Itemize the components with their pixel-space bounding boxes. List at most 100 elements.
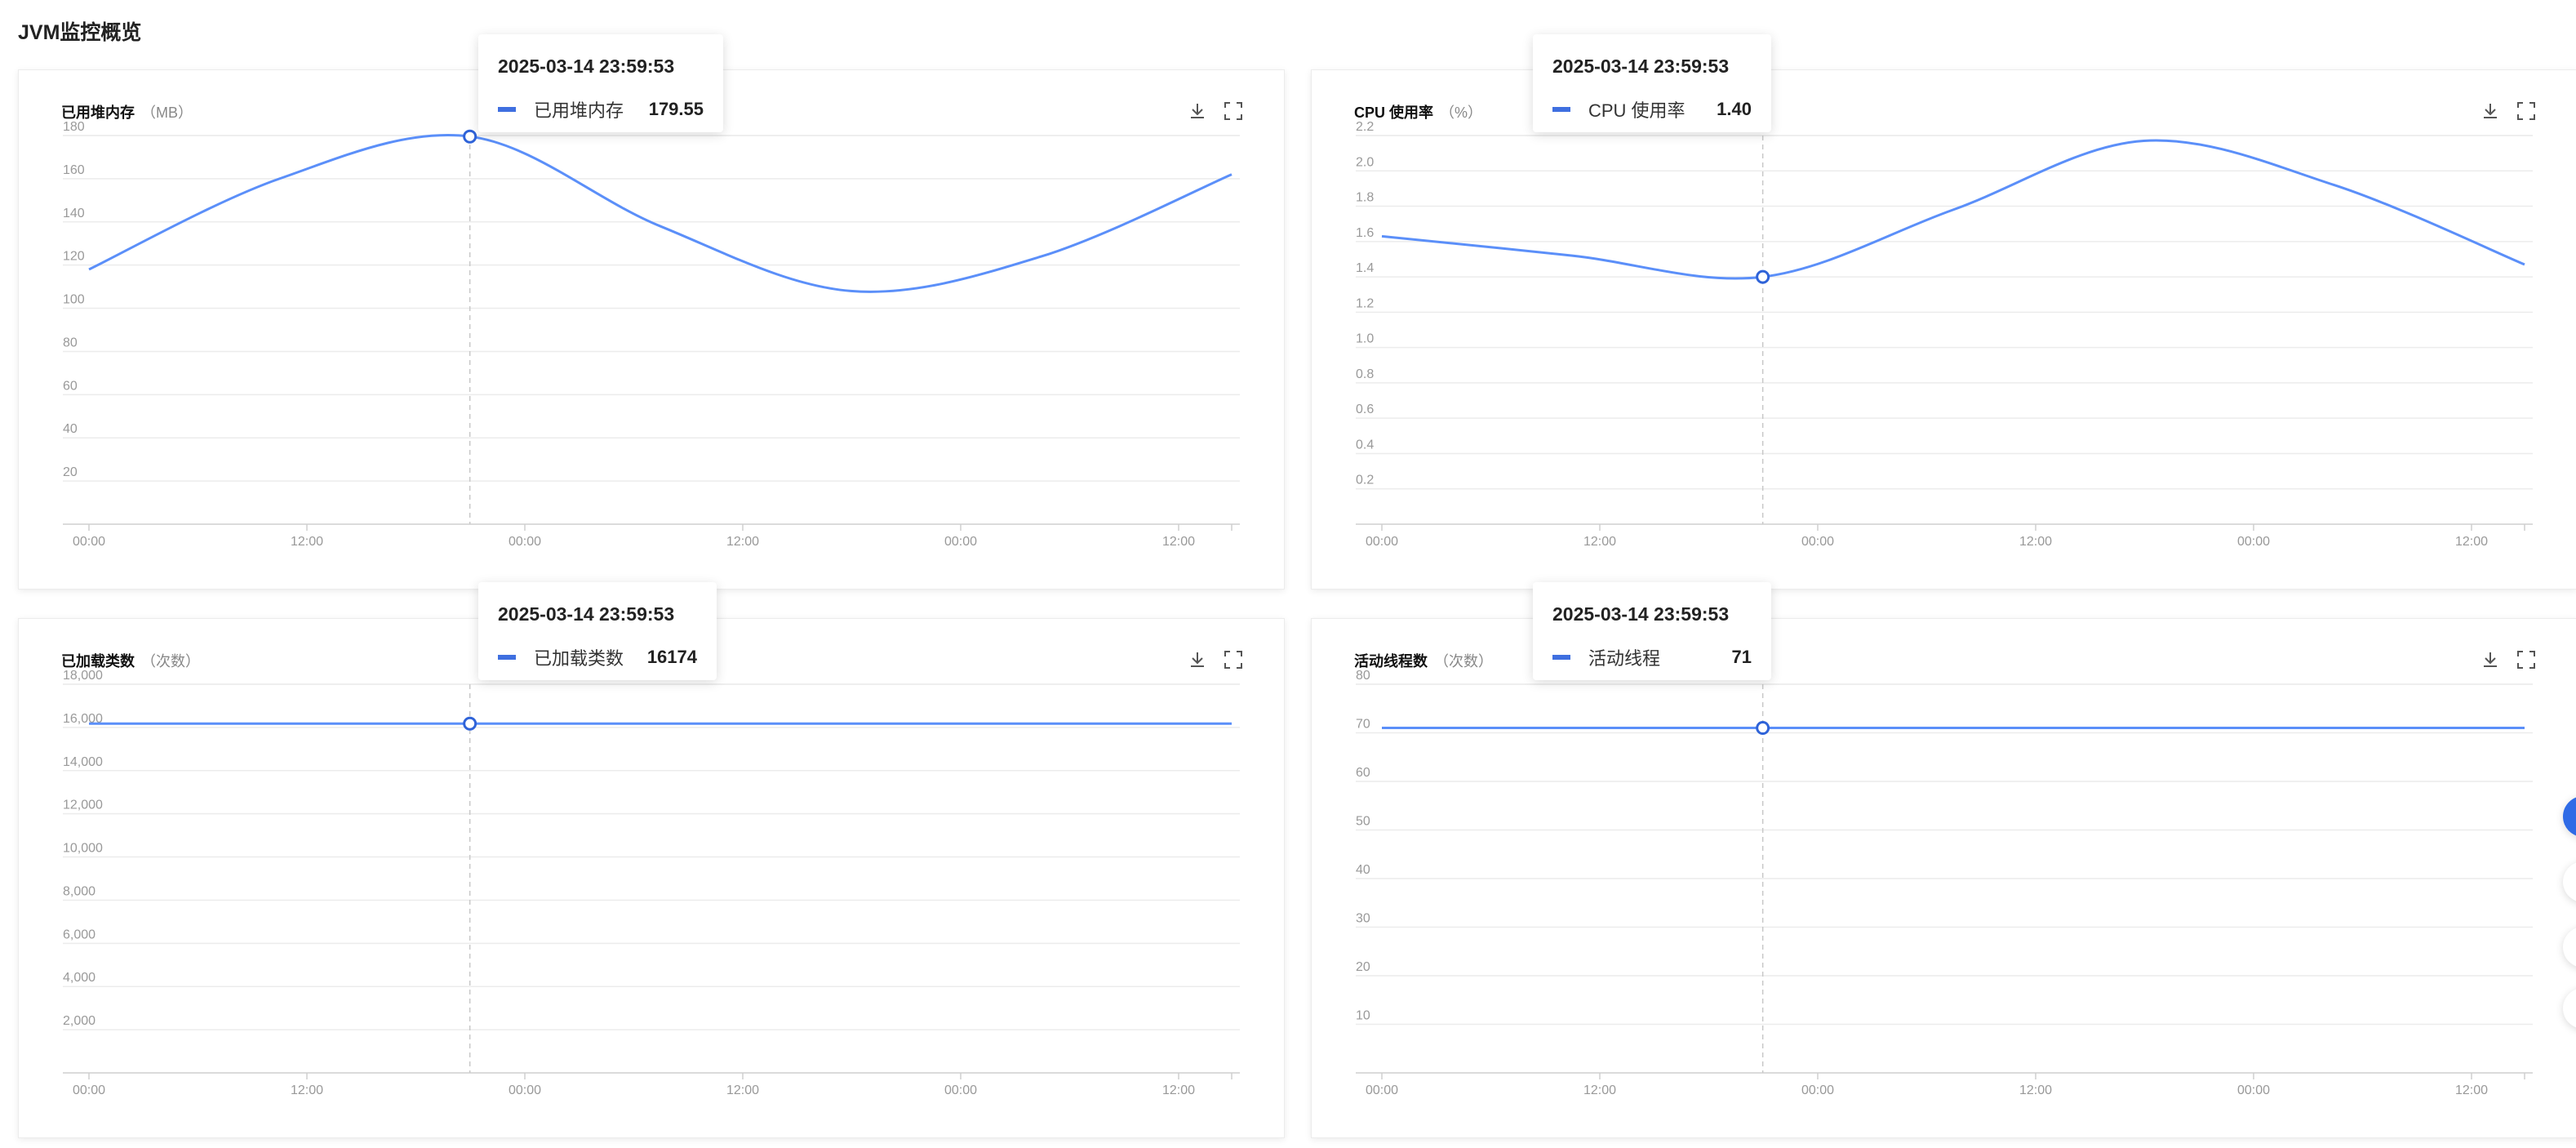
fullscreen-icon[interactable] xyxy=(2515,100,2538,122)
tooltip-row: CPU 使用率 1.40 xyxy=(1552,96,1752,122)
highlight-point xyxy=(463,716,477,731)
x-tick-label: 00:00 xyxy=(1801,535,1834,549)
chart-tooltip: 2025-03-14 23:59:53 已用堆内存 179.55 xyxy=(478,34,723,132)
y-tick-label: 10,000 xyxy=(63,842,103,856)
card-title-text: 活动线程数 xyxy=(1354,653,1428,670)
x-tick-label: 00:00 xyxy=(1366,1083,1398,1097)
y-tick-label: 2,000 xyxy=(63,1014,95,1028)
y-tick-label: 80 xyxy=(63,336,78,349)
tooltip-time: 2025-03-14 23:59:53 xyxy=(498,603,675,625)
heap-memory-chart: 20 40 60 80 100 120 140 160 180 00:00 12:00 00:00 12… xyxy=(63,120,1240,549)
y-tick-label: 50 xyxy=(1356,815,1370,829)
tooltip-time: 2025-03-14 23:59:53 xyxy=(1552,603,1730,625)
tooltip-value: 1.40 xyxy=(1717,99,1752,119)
cpu-usage-chart: 0.2 0.4 0.6 0.8 1.0 1.2 1.4 1.6 1.8 2.0 2.2 00:00 12… xyxy=(1356,120,2533,549)
y-tick-label: 1.0 xyxy=(1356,332,1374,346)
cpu-usage-title: CPU 使用率 （%） xyxy=(1354,101,1482,122)
download-icon[interactable] xyxy=(1186,648,1209,671)
loaded-classes-card: 已加载类数 （次数） 2,000 4,000 6,000 8,000 10,000 12,0… xyxy=(18,618,1285,1138)
y-tick-label: 6,000 xyxy=(63,928,95,941)
card-title-text: 已加载类数 xyxy=(61,653,135,670)
y-tick-label: 180 xyxy=(63,120,85,134)
active-threads-title: 活动线程数 （次数） xyxy=(1354,650,1493,671)
y-tick-label: 100 xyxy=(63,293,85,307)
y-tick-label: 160 xyxy=(63,163,85,177)
float-side-button[interactable] xyxy=(2563,927,2576,968)
y-tick-label: 16,000 xyxy=(63,712,103,726)
page-title: JVM监控概览 xyxy=(18,21,142,44)
tooltip-value: 71 xyxy=(1731,647,1752,667)
x-tick-label: 00:00 xyxy=(2237,1083,2270,1097)
highlight-point xyxy=(463,129,477,144)
card-title-text: CPU 使用率 xyxy=(1354,105,1434,121)
x-tick-label: 00:00 xyxy=(73,1083,105,1097)
y-tick-label: 2.0 xyxy=(1356,155,1374,169)
float-side-button[interactable] xyxy=(2563,988,2576,1029)
highlight-point xyxy=(1756,721,1770,736)
y-tick-label: 0.6 xyxy=(1356,403,1374,416)
y-tick-label: 10 xyxy=(1356,1009,1370,1023)
y-tick-label: 1.4 xyxy=(1356,261,1374,275)
x-tick-label: 12:00 xyxy=(1162,535,1195,549)
fullscreen-icon[interactable] xyxy=(2515,648,2538,671)
series-swatch xyxy=(1552,655,1570,660)
active-threads-card: 活动线程数 （次数） 10 20 30 40 50 60 70 80 00:00 12:00 00:0… xyxy=(1311,618,2576,1138)
y-tick-label: 1.2 xyxy=(1356,296,1374,310)
x-tick-label: 12:00 xyxy=(2019,1083,2052,1097)
y-tick-label: 8,000 xyxy=(63,884,95,898)
series-line xyxy=(88,134,1232,293)
fullscreen-icon[interactable] xyxy=(1222,648,1245,671)
active-threads-chart: 10 20 30 40 50 60 70 80 00:00 12:00 00:00 12:00 00:0… xyxy=(1356,669,2533,1097)
series-swatch xyxy=(498,107,516,112)
y-tick-label: 60 xyxy=(63,379,78,393)
y-tick-label: 70 xyxy=(1356,718,1370,732)
tooltip-row: 已用堆内存 179.55 xyxy=(498,96,704,122)
tooltip-label: 已加载类数 xyxy=(534,648,624,669)
x-tick-label: 12:00 xyxy=(1583,535,1616,549)
x-tick-label: 12:00 xyxy=(2019,535,2052,549)
y-tick-label: 0.2 xyxy=(1356,474,1374,487)
loaded-classes-chart: 2,000 4,000 6,000 8,000 10,000 12,000 14,000 16… xyxy=(63,669,1240,1097)
card-unit: （MB） xyxy=(141,105,193,121)
download-icon[interactable] xyxy=(2479,100,2502,122)
x-tick-label: 00:00 xyxy=(509,1083,541,1097)
y-tick-label: 60 xyxy=(1356,766,1370,780)
card-title-text: 已用堆内存 xyxy=(61,105,135,121)
y-tick-label: 80 xyxy=(1356,669,1370,683)
y-tick-label: 12,000 xyxy=(63,799,103,812)
card-unit: （次数） xyxy=(141,653,200,670)
download-icon[interactable] xyxy=(2479,648,2502,671)
tooltip-value: 179.55 xyxy=(648,99,704,119)
fullscreen-icon[interactable] xyxy=(1222,100,1245,122)
y-tick-label: 14,000 xyxy=(63,755,103,769)
y-tick-label: 40 xyxy=(1356,863,1370,877)
x-tick-label: 00:00 xyxy=(944,1083,977,1097)
float-action-button[interactable] xyxy=(2563,796,2576,837)
y-tick-label: 1.6 xyxy=(1356,226,1374,240)
x-tick-label: 12:00 xyxy=(726,1083,759,1097)
series-swatch xyxy=(1552,107,1570,112)
tooltip-row: 活动线程 71 xyxy=(1552,644,1752,670)
tooltip-value: 16174 xyxy=(646,647,697,667)
cpu-usage-card: CPU 使用率 （%） 0.2 0.4 0.6 0.8 1.0 1.2 1.4 1.6 1.8 2.… xyxy=(1311,69,2576,590)
loaded-classes-title: 已加载类数 （次数） xyxy=(61,650,200,671)
download-icon[interactable] xyxy=(1186,100,1209,122)
chart-tooltip: 2025-03-14 23:59:53 活动线程 71 xyxy=(1533,582,1771,680)
y-tick-label: 4,000 xyxy=(63,971,95,985)
y-tick-label: 1.8 xyxy=(1356,191,1374,205)
tooltip-row: 已加载类数 16174 xyxy=(498,644,697,670)
tooltip-time: 2025-03-14 23:59:53 xyxy=(1552,56,1730,77)
heap-memory-card: 已用堆内存 （MB） 20 40 60 80 100 120 140 160 180 00:00 12… xyxy=(18,69,1285,590)
chart-tooltip: 2025-03-14 23:59:53 CPU 使用率 1.40 xyxy=(1533,34,1771,132)
x-tick-label: 00:00 xyxy=(509,535,541,549)
tooltip-label: CPU 使用率 xyxy=(1588,100,1686,121)
x-tick-label: 00:00 xyxy=(1801,1083,1834,1097)
x-tick-label: 12:00 xyxy=(1583,1083,1616,1097)
x-tick-label: 00:00 xyxy=(2237,535,2270,549)
y-tick-label: 20 xyxy=(1356,960,1370,974)
series-line xyxy=(1381,139,2525,280)
x-tick-label: 12:00 xyxy=(291,1083,323,1097)
card-unit: （次数） xyxy=(1434,653,1493,670)
x-tick-label: 00:00 xyxy=(73,535,105,549)
float-side-button[interactable] xyxy=(2563,861,2576,902)
